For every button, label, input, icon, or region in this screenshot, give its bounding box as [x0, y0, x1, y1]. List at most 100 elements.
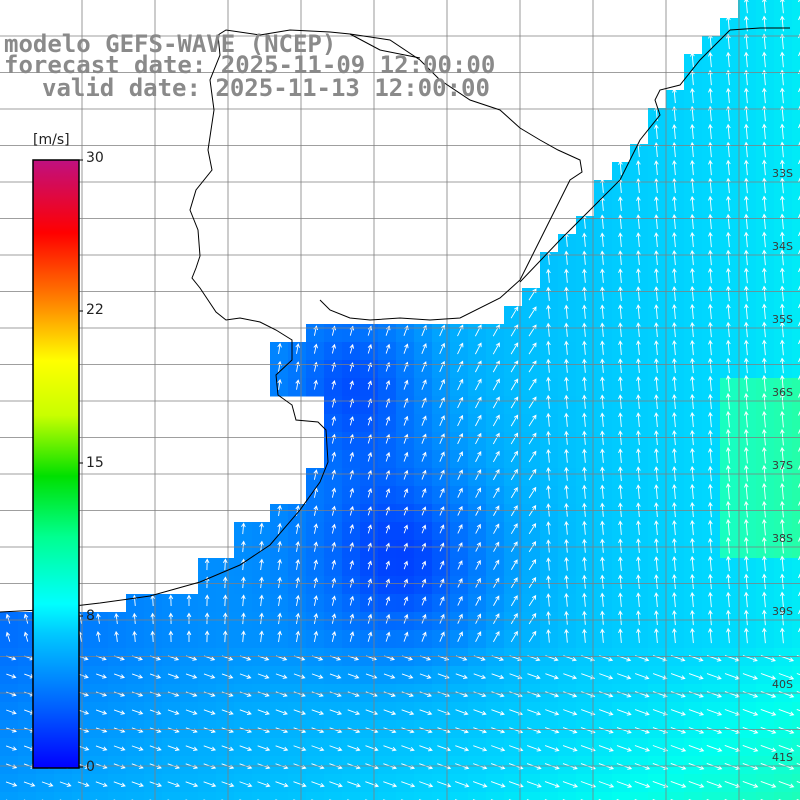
wind-arrow-icon — [726, 267, 731, 284]
wind-arrow-icon — [403, 613, 409, 624]
wind-arrow-icon — [114, 612, 119, 624]
wind-arrow-icon — [473, 673, 487, 680]
wind-arrow-icon — [600, 268, 605, 283]
wind-arrow-icon — [349, 505, 355, 516]
wind-arrow-icon — [744, 195, 749, 212]
wind-arrow-icon — [457, 524, 463, 534]
wind-arrow-icon — [780, 536, 785, 554]
wind-arrow-icon — [492, 414, 500, 427]
wind-cell — [792, 270, 800, 289]
wind-arrow-icon — [744, 446, 749, 464]
wind-arrow-icon — [5, 613, 11, 624]
wind-arrow-icon — [706, 691, 722, 698]
wind-arrow-icon — [582, 484, 587, 499]
wind-arrow-icon — [329, 709, 343, 716]
wind-arrow-icon — [670, 781, 687, 788]
wind-arrow-icon — [331, 505, 337, 516]
wind-arrow-icon — [600, 610, 605, 625]
wind-cell — [792, 432, 800, 451]
wind-arrow-icon — [457, 378, 464, 391]
wind-arrow-icon — [510, 378, 519, 391]
wind-arrow-icon — [672, 555, 677, 572]
wind-arrow-icon — [654, 412, 659, 428]
wind-arrow-icon — [780, 123, 785, 140]
wind-arrow-icon — [708, 177, 713, 194]
wind-arrow-icon — [313, 612, 319, 624]
wind-arrow-icon — [367, 613, 373, 624]
wind-arrow-icon — [582, 592, 587, 607]
lat-label: 39S — [772, 605, 793, 618]
colorbar-tick-8: 8 — [86, 608, 95, 624]
wind-arrow-icon — [491, 727, 506, 734]
wind-arrow-icon — [259, 522, 264, 535]
wind-arrow-icon — [546, 376, 551, 391]
wind-arrow-icon — [493, 630, 500, 643]
wind-arrow-icon — [329, 691, 342, 697]
wind-arrow-icon — [744, 177, 749, 194]
coastline-north — [519, 27, 790, 283]
wind-arrow-icon — [708, 573, 713, 590]
wind-arrow-icon — [672, 375, 677, 392]
wind-cell — [792, 738, 800, 757]
wind-arrow-icon — [762, 321, 767, 338]
wind-arrow-icon — [275, 691, 288, 697]
wind-arrow-icon — [185, 691, 198, 697]
wind-arrow-icon — [744, 285, 749, 302]
wind-arrow-icon — [600, 412, 605, 427]
wind-arrow-icon — [582, 232, 587, 247]
wind-arrow-icon — [275, 745, 289, 752]
wind-arrow-icon — [493, 559, 500, 570]
wind-arrow-icon — [528, 594, 537, 607]
wind-arrow-icon — [293, 745, 307, 752]
wind-arrow-icon — [654, 592, 659, 608]
wind-arrow-icon — [744, 141, 749, 158]
wind-arrow-icon — [690, 177, 695, 194]
wind-arrow-icon — [762, 249, 767, 266]
wind-arrow-icon — [618, 484, 623, 499]
wind-arrow-icon — [204, 630, 210, 643]
wind-arrow-icon — [780, 609, 785, 626]
wind-arrow-icon — [203, 691, 216, 697]
wind-arrow-icon — [222, 630, 228, 643]
wind-arrow-icon — [654, 556, 659, 572]
wind-arrow-icon — [726, 446, 731, 464]
wind-arrow-icon — [654, 502, 659, 518]
colorbar-gradient — [32, 159, 80, 769]
wind-arrow-icon — [616, 727, 632, 734]
wind-arrow-icon — [798, 374, 800, 381]
wind-arrow-icon — [634, 781, 651, 788]
wind-arrow-icon — [760, 781, 777, 788]
wind-arrow-icon — [690, 393, 695, 410]
wind-arrow-icon — [636, 178, 641, 193]
wind-arrow-icon — [762, 609, 767, 626]
wind-arrow-icon — [78, 691, 89, 697]
wind-arrow-icon — [600, 358, 605, 373]
wind-arrow-icon — [672, 537, 677, 554]
wind-arrow-icon — [383, 745, 397, 752]
wind-arrow-icon — [616, 781, 633, 788]
wind-arrow-icon — [313, 505, 319, 516]
wind-arrow-icon — [491, 709, 505, 716]
wind-arrow-icon — [688, 673, 704, 680]
wind-arrow-icon — [331, 343, 337, 354]
wind-arrow-icon — [475, 559, 481, 570]
wind-arrow-icon — [708, 483, 713, 500]
wind-arrow-icon — [634, 745, 651, 752]
wind-arrow-icon — [96, 612, 101, 624]
wind-cell — [792, 414, 800, 433]
wind-arrow-icon — [457, 360, 464, 373]
wind-arrow-icon — [690, 627, 695, 644]
wind-arrow-icon — [293, 781, 307, 788]
wind-cell — [504, 792, 523, 800]
wind-arrow-icon — [439, 378, 445, 391]
wind-arrow-icon — [295, 630, 301, 643]
wind-arrow-icon — [131, 745, 144, 751]
wind-arrow-icon — [545, 691, 560, 698]
wind-arrow-icon — [222, 576, 228, 589]
wind-arrow-icon — [473, 745, 488, 752]
wind-arrow-icon — [600, 250, 605, 265]
wind-arrow-icon — [564, 340, 569, 355]
wind-arrow-icon — [600, 286, 605, 301]
wind-arrow-icon — [311, 691, 324, 697]
lat-label: 36S — [772, 386, 793, 399]
